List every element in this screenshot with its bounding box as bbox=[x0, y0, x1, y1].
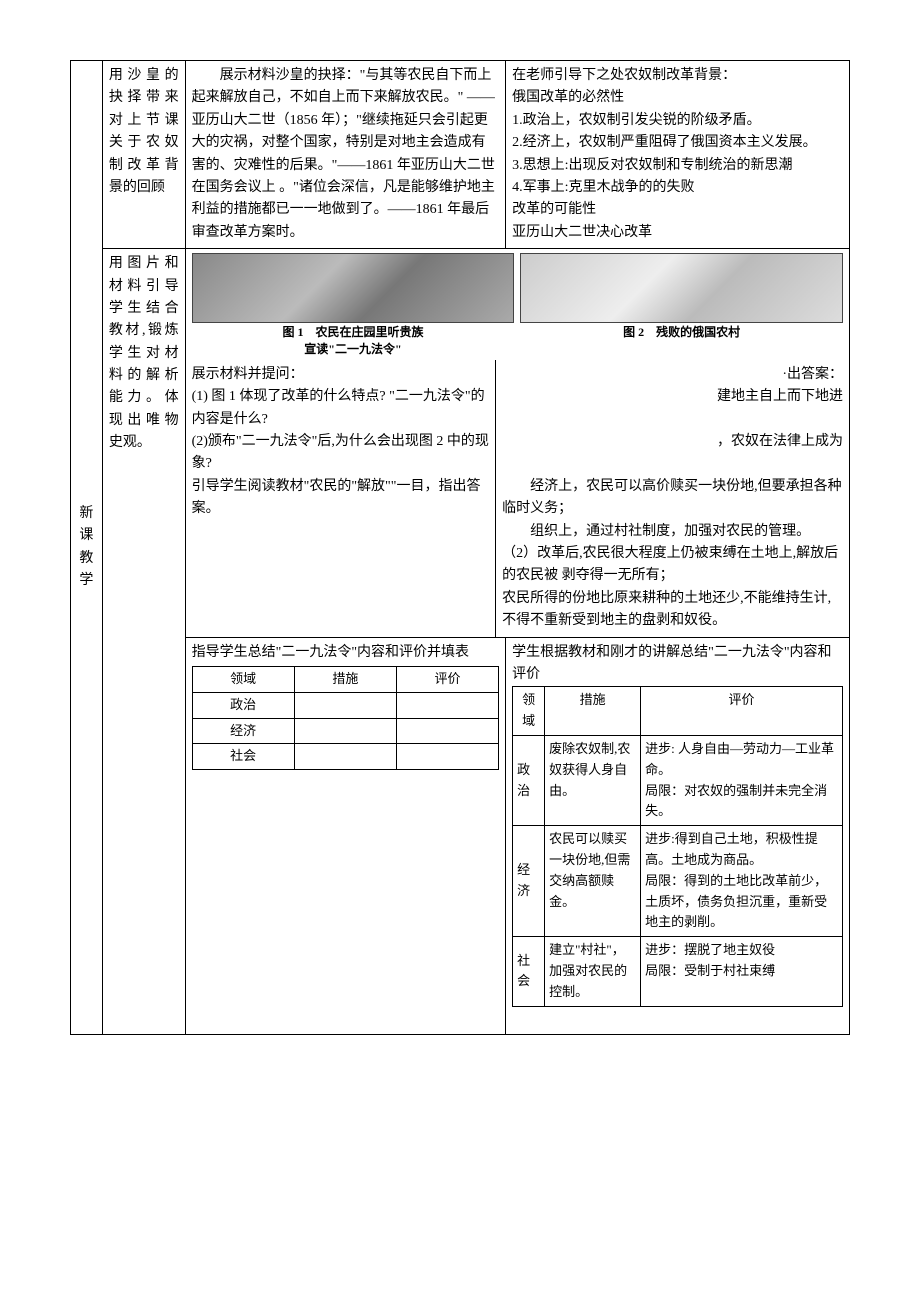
a-line: ·出答案： bbox=[502, 364, 843, 386]
material-cell: 展示材料沙皇的抉择："与其等农民自下而上起来解放自己，不如自上而下来解放农民。"… bbox=[185, 61, 506, 249]
th-domain: 领域 bbox=[513, 687, 545, 736]
cell-eval: 进步：摆脱了地主奴役 局限：受制于村社束缚 bbox=[641, 937, 843, 1006]
th-measure: 措施 bbox=[545, 687, 641, 736]
summary-title: 学生根据教材和刚才的讲解总结"二一九法令"内容和评价 bbox=[512, 642, 843, 687]
document-page: 新课教学 用沙皇的抉择带来对上节课关于农奴制改革背景的回顾 展示材料沙皇的抉择：… bbox=[0, 0, 920, 1075]
image-placeholder-icon bbox=[192, 253, 515, 323]
cell-domain: 政治 bbox=[513, 735, 545, 825]
cell-measure: 废除农奴制,农奴获得人身自由。 bbox=[545, 735, 641, 825]
qa-subtable: 展示材料并提问： (1) 图 1 体现了改革的什么特点? "二一九法令"的内容是… bbox=[186, 360, 849, 637]
cell-measure: 建立"村社"，加强对农民的控制。 bbox=[545, 937, 641, 1006]
a-line: 建地主自上而下地进 bbox=[502, 386, 843, 408]
answers-cell: ·出答案： 建地主自上而下地进 ，农奴在法律上成为 经济上，农民可以高价赎买一块… bbox=[496, 360, 849, 637]
cell-domain: 社会 bbox=[192, 744, 294, 770]
section-label-cell: 新课教学 bbox=[71, 61, 103, 1035]
filled-summary-table: 领域 措施 评价 政治 废除农奴制,农奴获得人身自由。 进步: 人身自由—劳动力… bbox=[512, 686, 843, 1006]
student-activity-cell: 在老师引导下之处农奴制改革背景： 俄国改革的必然性 1.政治上，农奴制引发尖锐的… bbox=[506, 61, 850, 249]
th-domain: 领域 bbox=[192, 666, 294, 692]
bg-line: 亚历山大二世决心改革 bbox=[512, 222, 843, 244]
a-line: 组织上，通过村社制度，加强对农民的管理。 bbox=[502, 521, 843, 543]
bg-line: 在老师引导下之处农奴制改革背景： bbox=[512, 65, 843, 87]
figure-caption: 宣读"二一九法令" bbox=[192, 342, 515, 356]
summary-title: 指导学生总结"二一九法令"内容和评价并填表 bbox=[192, 642, 500, 664]
q-line: (1) 图 1 体现了改革的什么特点? "二一九法令"的内容是什么? bbox=[192, 386, 490, 431]
table-row: 用图片和材料引导学生结合教材,锻炼学生对材料的解析能力。体现出唯物史观。 图 1… bbox=[71, 249, 850, 637]
bg-line: 改革的可能性 bbox=[512, 199, 843, 221]
q-line: 引导学生阅读教材"农民的"解放""一目，指出答案。 bbox=[192, 476, 490, 521]
cell-measure: 农民可以赎买一块份地,但需交纳高额赎金。 bbox=[545, 826, 641, 937]
figure-strip: 图 1 农民在庄园里听贵族 宣读"二一九法令" 图 2 残败的俄国农村 bbox=[186, 249, 849, 356]
a-line: 农民所得的份地比原来耕种的土地还少,不能维持生计,不得不重新受到地主的盘剥和奴役… bbox=[502, 588, 843, 633]
intent-text: 用图片和材料引导学生结合教材,锻炼学生对材料的解析能力。体现出唯物史观。 bbox=[109, 256, 179, 450]
a-line: 经济上，农民可以高价赎买一块份地,但要承担各种临时义务； bbox=[502, 476, 843, 521]
a-line: （2）改革后,农民很大程度上仍被束缚在土地上,解放后的农民被 剥夺得一无所有； bbox=[502, 543, 843, 588]
table-row: 政治 废除农奴制,农奴获得人身自由。 进步: 人身自由—劳动力—工业革命。 局限… bbox=[513, 735, 843, 825]
cell-domain: 政治 bbox=[192, 692, 294, 718]
a-line: ，农奴在法律上成为 bbox=[502, 431, 843, 453]
lesson-plan-table: 新课教学 用沙皇的抉择带来对上节课关于农奴制改革背景的回顾 展示材料沙皇的抉择：… bbox=[70, 60, 850, 1035]
blank-summary-cell: 指导学生总结"二一九法令"内容和评价并填表 领域 措施 评价 政治 经济 社会 bbox=[185, 637, 506, 1035]
bg-line: 1.政治上，农奴制引发尖锐的阶级矛盾。 bbox=[512, 110, 843, 132]
material-text: 展示材料沙皇的抉择："与其等农民自下而上起来解放自己，不如自上而下来解放农民。"… bbox=[192, 65, 500, 244]
th-eval: 评价 bbox=[396, 666, 498, 692]
table-row: 社会 建立"村社"，加强对农民的控制。 进步：摆脱了地主奴役 局限：受制于村社束… bbox=[513, 937, 843, 1006]
intent-cell: 用图片和材料引导学生结合教材,锻炼学生对材料的解析能力。体现出唯物史观。 bbox=[102, 249, 185, 1035]
cell-eval: 进步: 人身自由—劳动力—工业革命。 局限：对农奴的强制并未完全消失。 bbox=[641, 735, 843, 825]
bg-line: 2.经济上，农奴制严重阻碍了俄国资本主义发展。 bbox=[512, 132, 843, 154]
figures-qa-cell: 图 1 农民在庄园里听贵族 宣读"二一九法令" 图 2 残败的俄国农村 展示材料… bbox=[185, 249, 849, 637]
q-line: 展示材料并提问： bbox=[192, 364, 490, 386]
bg-line: 4.军事上:克里木战争的的失败 bbox=[512, 177, 843, 199]
th-measure: 措施 bbox=[294, 666, 396, 692]
figure-caption: 图 2 残败的俄国农村 bbox=[520, 325, 843, 339]
cell-domain: 经济 bbox=[513, 826, 545, 937]
intent-cell: 用沙皇的抉择带来对上节课关于农奴制改革背景的回顾 bbox=[102, 61, 185, 249]
figure-1: 图 1 农民在庄园里听贵族 宣读"二一九法令" bbox=[192, 253, 515, 356]
figure-caption: 图 1 农民在庄园里听贵族 bbox=[192, 325, 515, 339]
cell-domain: 社会 bbox=[513, 937, 545, 1006]
table-row: 新课教学 用沙皇的抉择带来对上节课关于农奴制改革背景的回顾 展示材料沙皇的抉择：… bbox=[71, 61, 850, 249]
image-placeholder-icon bbox=[520, 253, 843, 323]
th-eval: 评价 bbox=[641, 687, 843, 736]
cell-eval: 进步:得到自己土地，积极性提高。土地成为商品。 局限：得到的土地比改革前少，土质… bbox=[641, 826, 843, 937]
bg-line: 3.思想上:出现反对农奴制和专制统治的新思潮 bbox=[512, 155, 843, 177]
questions-cell: 展示材料并提问： (1) 图 1 体现了改革的什么特点? "二一九法令"的内容是… bbox=[186, 360, 496, 637]
intent-text: 用沙皇的抉择带来对上节课关于农奴制改革背景的回顾 bbox=[109, 68, 179, 195]
blank-summary-table: 领域 措施 评价 政治 经济 社会 bbox=[192, 666, 500, 770]
table-row: 指导学生总结"二一九法令"内容和评价并填表 领域 措施 评价 政治 经济 社会 … bbox=[71, 637, 850, 1035]
table-row: 经济 农民可以赎买一块份地,但需交纳高额赎金。 进步:得到自己土地，积极性提高。… bbox=[513, 826, 843, 937]
figure-2: 图 2 残败的俄国农村 bbox=[520, 253, 843, 356]
cell-domain: 经济 bbox=[192, 718, 294, 744]
bg-line: 俄国改革的必然性 bbox=[512, 87, 843, 109]
filled-summary-cell: 学生根据教材和刚才的讲解总结"二一九法令"内容和评价 领域 措施 评价 政治 废… bbox=[506, 637, 850, 1035]
section-label: 新课教学 bbox=[79, 506, 93, 588]
q-line: (2)颁布"二一九法令"后,为什么会出现图 2 中的现象? bbox=[192, 431, 490, 476]
